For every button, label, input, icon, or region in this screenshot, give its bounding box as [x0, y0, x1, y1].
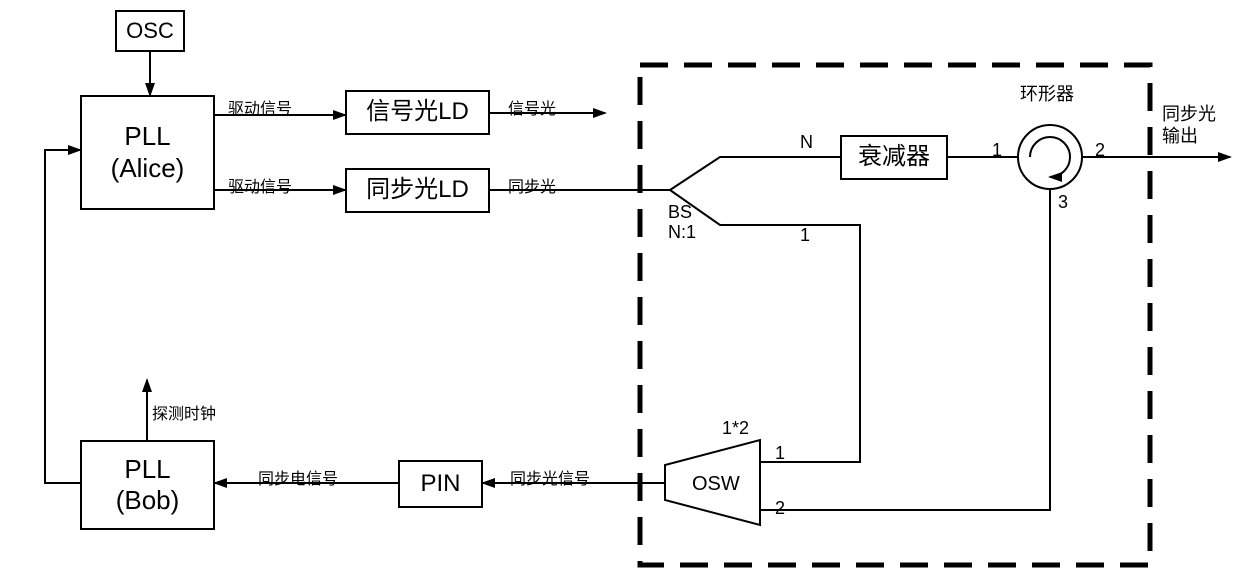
pin-label: PIN	[420, 470, 460, 499]
circ-3-label: 3	[1058, 192, 1068, 213]
drive-signal-1-label: 驱动信号	[228, 95, 292, 119]
circ-1-label: 1	[992, 140, 1002, 161]
edge-bs_upper	[670, 157, 840, 190]
osw-port1-label: 1	[775, 443, 785, 464]
sync-light-label: 同步光	[508, 173, 556, 197]
osc-label: OSC	[126, 18, 174, 44]
bs-ratio-label: N:1	[668, 222, 696, 243]
sync-out-2-label: 输出	[1162, 122, 1198, 148]
port-n-label: N	[800, 132, 813, 153]
attenuator-box: 衰减器	[840, 135, 948, 180]
osw-port2-label: 2	[775, 498, 785, 519]
sync-ld-box: 同步光LD	[345, 168, 490, 213]
attenuator-label: 衰减器	[858, 143, 930, 172]
circulator-icon	[1018, 125, 1082, 189]
pll-alice-box: PLL (Alice)	[80, 95, 215, 210]
signal-ld-label: 信号光LD	[366, 98, 469, 127]
signal-light-label: 信号光	[508, 95, 556, 119]
detect-clock-label: 探测时钟	[152, 400, 216, 424]
osw-label: OSW	[692, 473, 740, 495]
pll-bob-label: PLL (Bob)	[116, 454, 180, 516]
sync-ld-label: 同步光LD	[366, 176, 469, 205]
pll-bob-box: PLL (Bob)	[80, 440, 215, 530]
sync-opt-sig-label: 同步光信号	[510, 465, 590, 489]
sync-elec-label: 同步电信号	[258, 465, 338, 489]
edge-feedback	[45, 150, 80, 483]
osc-box: OSC	[115, 10, 185, 52]
osw-trapezoid	[665, 440, 760, 525]
circulator-text-label: 环形器	[1020, 80, 1074, 106]
circulator-arc	[1030, 137, 1070, 177]
pin-box: PIN	[398, 460, 483, 508]
port-1-bs-label: 1	[800, 225, 810, 246]
pll-alice-label: PLL (Alice)	[111, 121, 185, 183]
edge-bs_lower	[670, 190, 860, 462]
circ-2-label: 2	[1095, 140, 1105, 161]
drive-signal-2-label: 驱动信号	[228, 173, 292, 197]
osw-12-label: 1*2	[722, 418, 749, 439]
bs-label: BS	[668, 202, 692, 223]
signal-ld-box: 信号光LD	[345, 90, 490, 135]
